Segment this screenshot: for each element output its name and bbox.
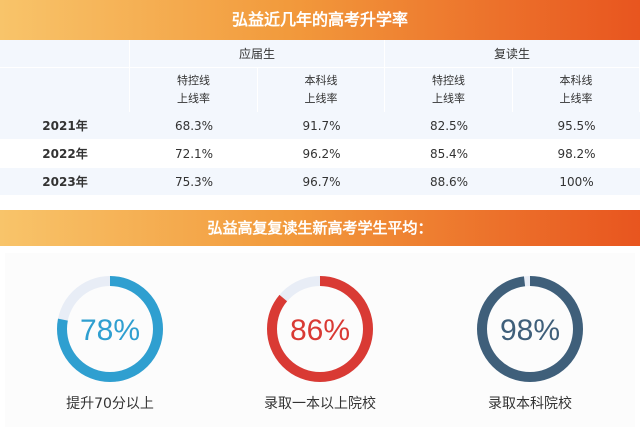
stat-value: 78% [80, 314, 140, 347]
ring-progress-arc [57, 276, 163, 382]
sub-header-repeat-key: 特控线 上线率 [385, 67, 513, 112]
sub-header-line: 上线率 [304, 92, 338, 105]
ring-progress-arc [477, 276, 583, 382]
table-cell: 88.6% [385, 168, 513, 196]
title-banner: 弘益近几年的高考升学率 [0, 0, 640, 40]
sub-header-fresh-key: 特控线 上线率 [130, 67, 258, 112]
row-year: 2023年 [0, 168, 130, 196]
table-cell: 100% [513, 168, 640, 196]
stat-label: 录取本科院校 [488, 396, 572, 412]
stat-undergrad-admission: 98% 录取本科院校 [425, 273, 635, 413]
table-cell: 95.5% [513, 112, 640, 140]
table-cell: 96.7% [258, 168, 385, 196]
subtitle-banner: 弘益高复复读生新高考学生平均： [0, 210, 640, 246]
table-cell: 98.2% [513, 140, 640, 168]
table-cell: 91.7% [258, 112, 385, 140]
sub-header-line: 特控线 [432, 74, 465, 87]
sub-header-line: 本科线 [304, 74, 338, 87]
table-cell: 68.3% [130, 112, 258, 140]
table-cell: 75.3% [130, 168, 258, 196]
group-header-fresh: 应届生 [130, 40, 385, 67]
sub-header-corner [0, 67, 130, 112]
stat-tier1-admission: 86% 录取一本以上院校 [215, 273, 425, 413]
table-cell: 96.2% [258, 140, 385, 168]
sub-header-line: 上线率 [177, 92, 210, 105]
table-cell: 72.1% [130, 140, 258, 168]
sub-header-line: 上线率 [432, 92, 465, 105]
admission-rate-table: 应届生 复读生 特控线上线率 本科线上线率 特控线上线率 本科线上线率 2021… [0, 40, 640, 197]
stats-panel: 78% 提升70分以上 86% 录取一本以上院校 98% 录取本科院校 [5, 253, 635, 427]
ring-progress-arc [267, 276, 373, 382]
stat-label: 录取一本以上院校 [264, 396, 376, 412]
sub-header-line: 上线率 [559, 92, 593, 105]
stat-ring: 98% [477, 276, 583, 382]
sub-header-line: 特控线 [177, 74, 210, 87]
sub-header-fresh-undergrad: 本科线 上线率 [258, 67, 385, 112]
stat-value: 86% [290, 314, 350, 347]
table-corner [0, 40, 130, 67]
row-year: 2022年 [0, 140, 130, 168]
group-header-repeat: 复读生 [385, 40, 640, 67]
table-cell: 85.4% [385, 140, 513, 168]
row-year: 2021年 [0, 112, 130, 140]
stat-label: 提升70分以上 [66, 396, 154, 412]
stat-score-improvement: 78% 提升70分以上 [5, 273, 215, 413]
table-cell: 82.5% [385, 112, 513, 140]
sub-header-line: 本科线 [559, 74, 593, 87]
stat-value: 98% [500, 314, 560, 347]
stat-ring: 78% [57, 276, 163, 382]
stat-ring: 86% [267, 276, 373, 382]
sub-header-repeat-undergrad: 本科线 上线率 [513, 67, 640, 112]
